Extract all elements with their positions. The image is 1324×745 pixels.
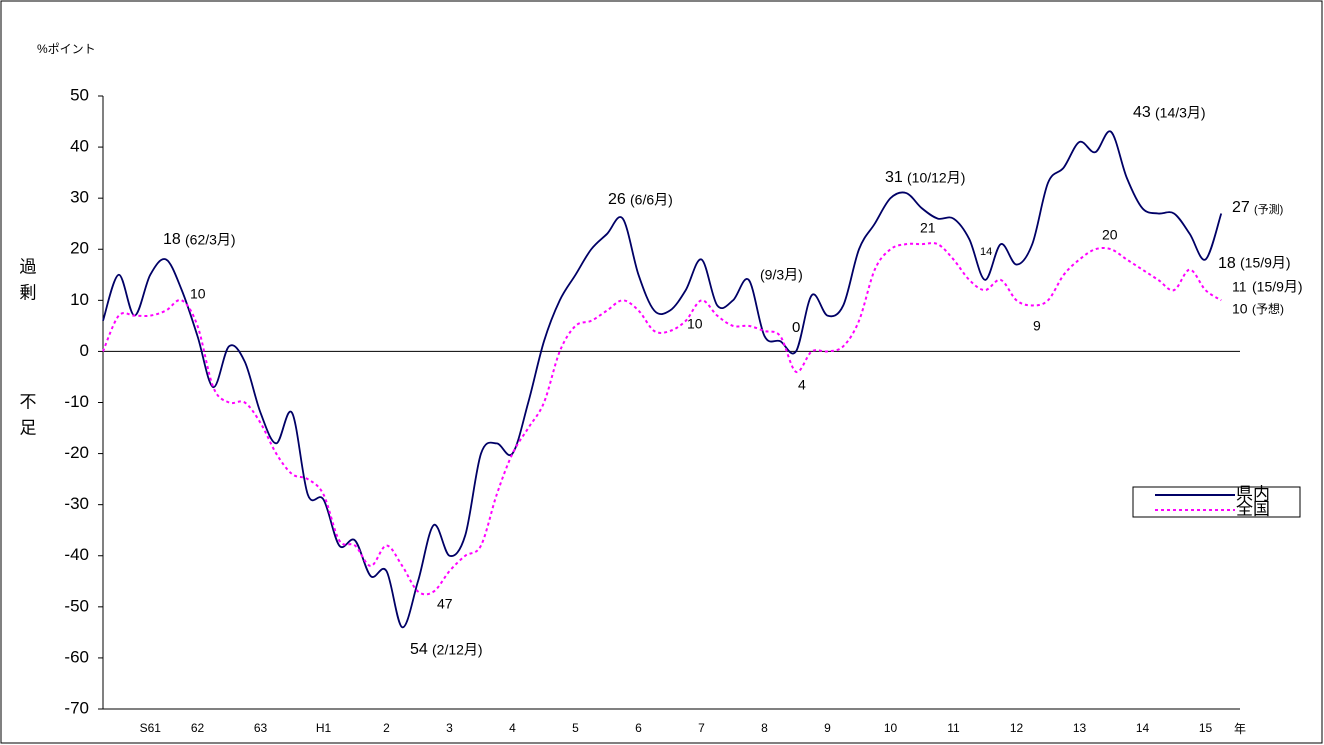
y-upper-label: 過 <box>20 257 37 276</box>
annotation: (14/3月) <box>1155 105 1206 121</box>
x-tick-label: 7 <box>698 721 705 735</box>
x-tick-label: 10 <box>884 721 898 735</box>
x-tick-label: H1 <box>316 721 332 735</box>
x-tick-label: 63 <box>254 721 268 735</box>
annotation: 54 <box>410 641 428 658</box>
annotation: 43 <box>1133 104 1151 121</box>
annotation: 10 <box>687 316 703 332</box>
y-lower-label: 不 <box>20 392 37 411</box>
x-tick-label: 2 <box>383 721 390 735</box>
annotation: 18 <box>1218 255 1236 272</box>
y-tick-label: -20 <box>64 443 89 462</box>
annotation: 47 <box>437 596 453 612</box>
x-tick-label: 12 <box>1010 721 1024 735</box>
x-tick-label: 15 <box>1199 721 1213 735</box>
y-tick-label: -60 <box>64 647 89 666</box>
x-tick-label: 13 <box>1073 721 1087 735</box>
annotation: (予測) <box>1254 202 1283 216</box>
annotation: 31 <box>885 169 903 186</box>
legend-box <box>1132 486 1301 518</box>
y-tick-label: 40 <box>70 137 89 156</box>
x-axis-unit: 年 <box>1234 722 1246 736</box>
y-tick-label: 0 <box>80 341 89 360</box>
annotation: (15/9月) <box>1252 279 1303 295</box>
annotation: 27 <box>1232 199 1250 216</box>
legend-label: 県内 <box>1236 484 1270 503</box>
annotation: 18 <box>163 231 181 248</box>
x-tick-label: S61 <box>140 721 162 735</box>
x-tick-label: 3 <box>446 721 453 735</box>
annotation: 11 <box>1232 279 1247 295</box>
y-tick-label: 50 <box>70 85 89 104</box>
x-tick-label: 6 <box>635 721 642 735</box>
y-upper-label: 剰 <box>20 283 37 302</box>
x-tick-label: 62 <box>191 721 205 735</box>
annotation: (10/12月) <box>907 170 965 186</box>
y-tick-label: -30 <box>64 494 89 513</box>
legend-label: 全国 <box>1236 499 1270 518</box>
series-line <box>102 242 1222 596</box>
x-tick-label: 4 <box>509 721 516 735</box>
x-tick-label: 5 <box>572 721 579 735</box>
x-tick-label: 14 <box>1136 721 1150 735</box>
x-tick-label: 9 <box>824 721 831 735</box>
annotation: (9/3月) <box>760 267 803 283</box>
y-tick-label: 10 <box>70 290 89 309</box>
annotation: 26 <box>608 191 626 208</box>
annotation: 4 <box>798 377 806 393</box>
y-lower-label: 足 <box>20 418 37 437</box>
series-line <box>102 130 1223 629</box>
annotation: 0 <box>792 319 800 336</box>
y-tick-label: -50 <box>64 596 89 615</box>
annotation: 21 <box>920 220 936 236</box>
y-tick-label: 30 <box>70 188 89 207</box>
annotation: (15/9月) <box>1240 255 1291 271</box>
x-tick-label: 11 <box>947 721 960 735</box>
y-tick-label: -10 <box>64 392 89 411</box>
x-tick-label: 8 <box>761 721 768 735</box>
y-axis-label: %ポイント <box>37 42 96 56</box>
annotation: 9 <box>1033 318 1041 334</box>
annotation: (予想) <box>1252 301 1284 316</box>
annotation: (2/12月) <box>432 642 483 658</box>
annotation: (62/3月) <box>185 232 236 248</box>
annotation: 14 <box>980 246 992 258</box>
annotation: 20 <box>1102 227 1118 243</box>
annotation: 10 <box>190 286 206 302</box>
y-tick-label: -40 <box>64 545 89 564</box>
y-tick-label: -70 <box>64 698 89 717</box>
annotation: 10 <box>1232 301 1248 317</box>
annotation: (6/6月) <box>630 192 673 208</box>
y-tick-label: 20 <box>70 239 89 258</box>
